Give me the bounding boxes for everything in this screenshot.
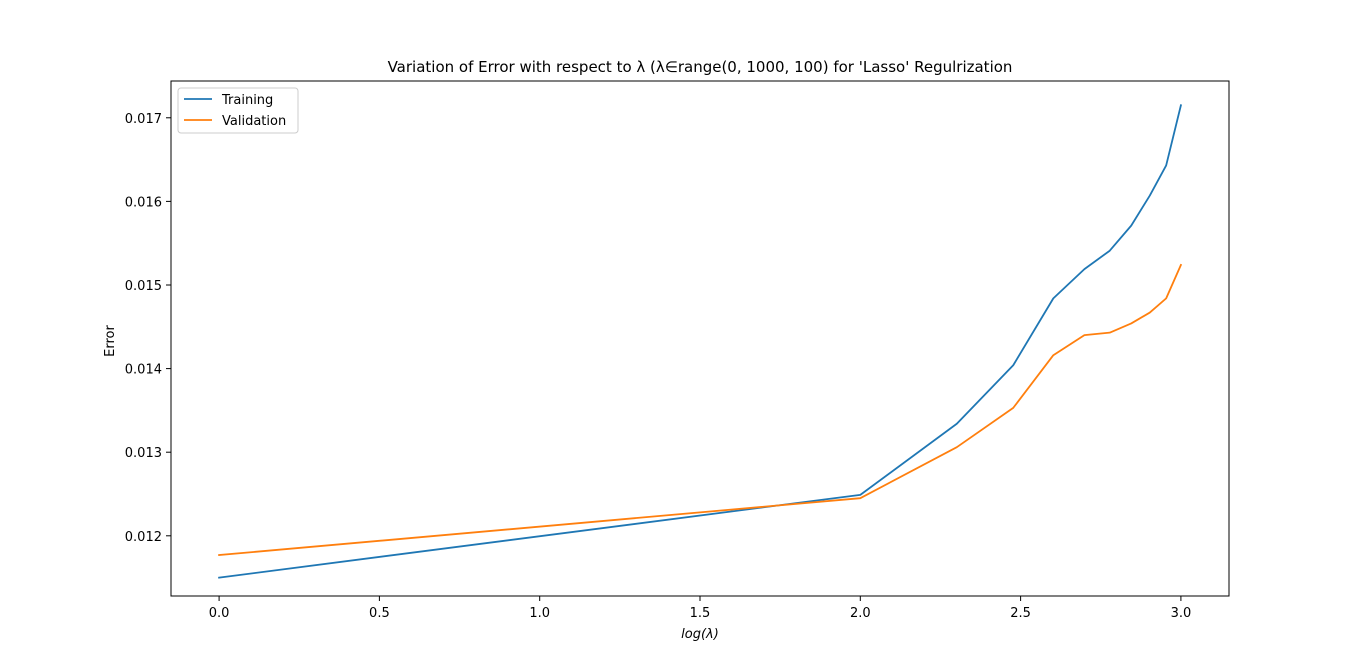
y-tick-label: 0.012: [125, 530, 162, 545]
y-tick-label: 0.014: [125, 363, 162, 378]
x-tick-label: 0.0: [209, 606, 230, 621]
x-axis-title: log(λ): [681, 627, 719, 642]
x-tick-label: 1.0: [529, 606, 550, 621]
series-layer: [218, 104, 1183, 579]
y-axis-ticks: 0.012 0.013 0.014 0.015 0.016 0.017: [125, 112, 171, 545]
y-tick-label: 0.017: [125, 112, 162, 127]
series-line-training: [218, 104, 1182, 579]
x-tick-label: 2.0: [850, 606, 871, 621]
y-tick-label: 0.013: [125, 446, 162, 461]
chart-title: Variation of Error with respect to λ (λ∈…: [388, 58, 1013, 76]
x-tick-label: 3.0: [1171, 606, 1192, 621]
y-axis-title: Error: [103, 325, 118, 357]
legend: Training Validation: [177, 87, 299, 134]
x-tick-label: 2.5: [1010, 606, 1031, 621]
x-tick-label: 1.5: [690, 606, 711, 621]
legend-label-validation: Validation: [222, 114, 286, 129]
series-line-validation: [218, 263, 1183, 557]
y-tick-label: 0.016: [125, 195, 162, 210]
y-tick-label: 0.015: [125, 279, 162, 294]
x-axis-ticks: 0.0 0.5 1.0 1.5 2.0 2.5 3.0: [209, 596, 1192, 621]
legend-label-training: Training: [221, 93, 273, 108]
x-tick-label: 0.5: [369, 606, 390, 621]
